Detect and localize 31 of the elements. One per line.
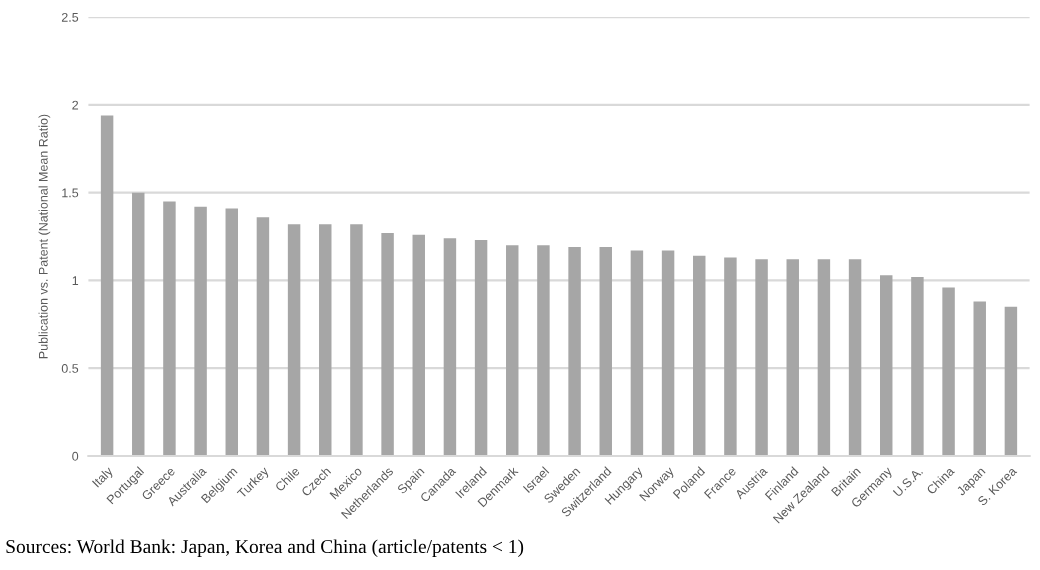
bar <box>132 192 145 456</box>
bar <box>163 201 176 456</box>
bar <box>225 208 238 456</box>
bar <box>256 217 270 456</box>
source-note: Sources: World Bank: Japan, Korea and China (article/patents < 1) <box>6 539 524 558</box>
bar <box>1004 306 1018 456</box>
bar <box>755 259 768 456</box>
bar <box>412 234 425 456</box>
bar <box>100 115 114 456</box>
bar <box>817 259 831 456</box>
bar <box>381 233 394 456</box>
bar <box>599 247 612 456</box>
bar <box>693 255 706 456</box>
bar <box>319 224 332 456</box>
bar <box>287 224 301 456</box>
bar <box>661 250 675 456</box>
bar <box>537 245 550 456</box>
bar <box>724 257 737 456</box>
bar <box>350 224 363 456</box>
bar <box>443 238 457 456</box>
bar <box>474 240 488 456</box>
bar <box>506 245 519 456</box>
bar <box>568 247 581 456</box>
bar <box>630 250 644 456</box>
bar <box>911 276 924 456</box>
bar <box>194 206 207 456</box>
bar <box>786 259 799 456</box>
bar <box>942 287 955 456</box>
bar <box>973 301 986 456</box>
bar <box>880 275 893 456</box>
bar <box>848 259 862 456</box>
